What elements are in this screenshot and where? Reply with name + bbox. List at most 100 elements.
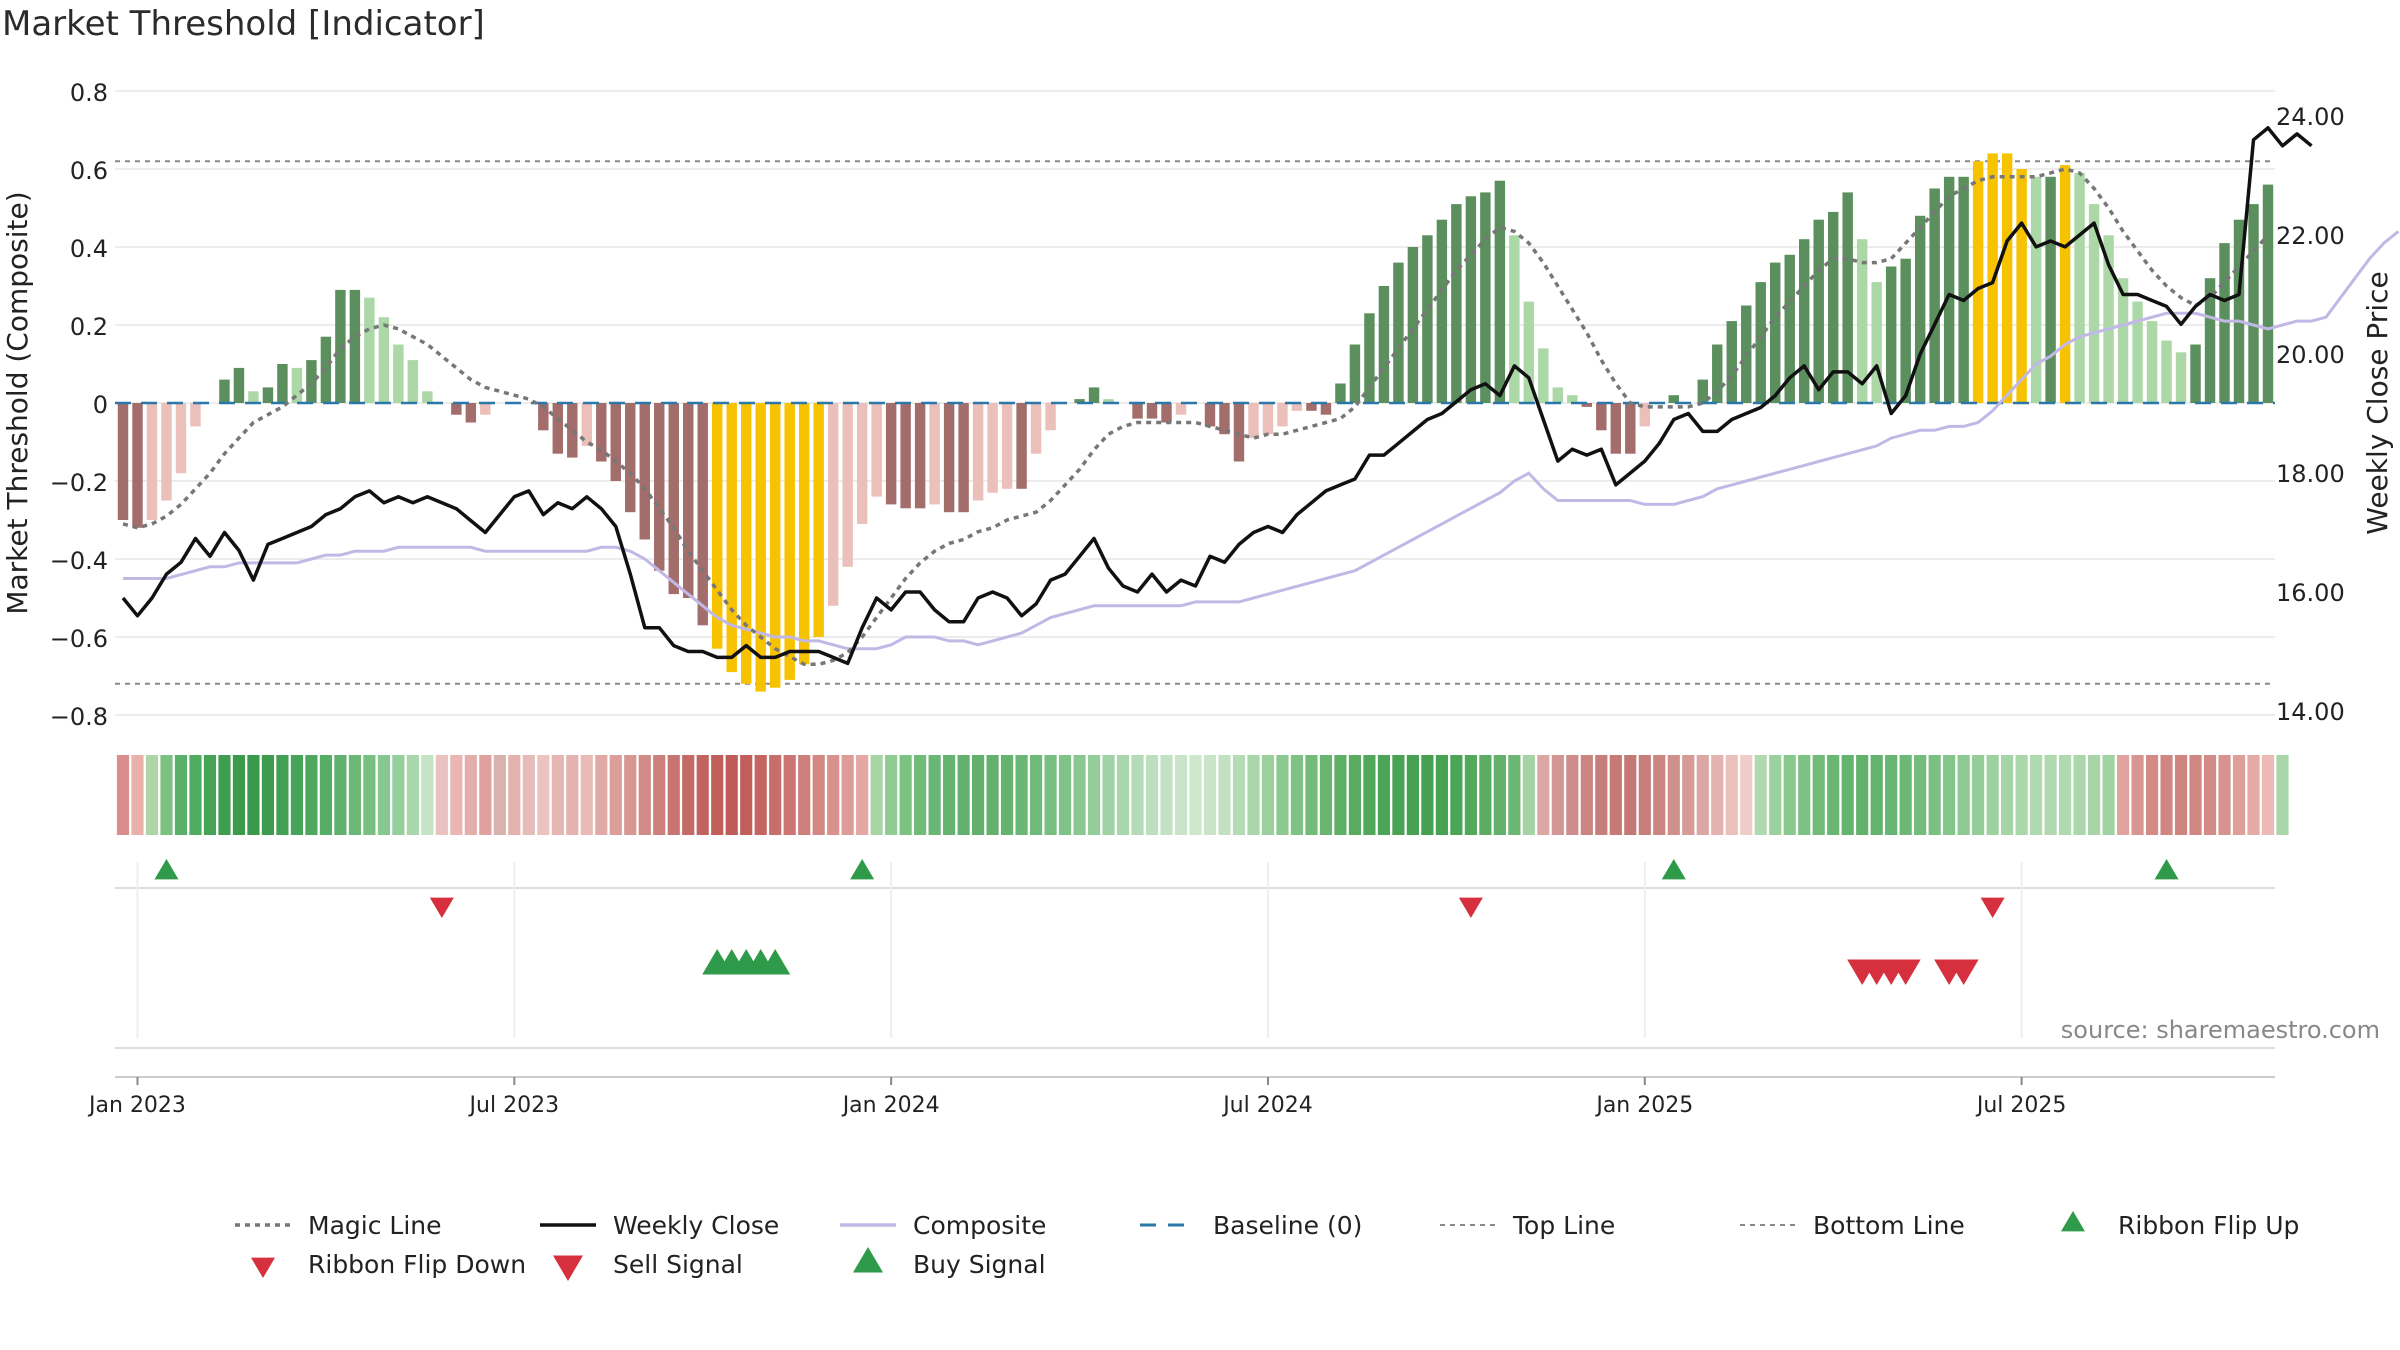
- composite-bar: [1610, 403, 1622, 454]
- composite-bar: [2103, 235, 2114, 403]
- ribbon-cell: [1653, 755, 1666, 835]
- ribbon-cell: [2232, 755, 2246, 835]
- composite-bar: [2248, 204, 2259, 403]
- composite-bar: [1712, 344, 1723, 403]
- ribbon-cell: [1363, 755, 1376, 835]
- legend-swatch: [853, 1247, 883, 1273]
- composite-bar: [2233, 219, 2245, 403]
- ribbon-cell: [319, 755, 332, 835]
- composite-bar: [1277, 403, 1288, 427]
- ribbon-cell: [1261, 755, 1275, 835]
- composite-bar: [2262, 184, 2274, 403]
- ribbon-cell: [406, 755, 419, 835]
- x-tick-label: Jul 2023: [468, 1093, 560, 1118]
- composite-bar: [2161, 340, 2172, 403]
- legend-item: Weekly Close: [540, 1211, 779, 1240]
- ribbon-cell: [1638, 755, 1651, 835]
- ribbon-cell: [1044, 755, 1057, 835]
- legend-label: Top Line: [1512, 1211, 1615, 1240]
- ribbon-cell: [1479, 755, 1492, 835]
- composite-bar: [2132, 301, 2143, 403]
- ribbon-cell: [537, 755, 550, 835]
- composite-bar: [1030, 403, 1042, 454]
- ribbon-cell: [972, 755, 985, 835]
- ribbon-cell: [2189, 755, 2202, 835]
- composite-bar: [856, 403, 868, 524]
- y-tick-label: 0.6: [70, 157, 108, 185]
- y-tick-label: −0.4: [50, 547, 108, 575]
- ribbon-cell: [986, 755, 999, 835]
- ribbon-cell: [334, 755, 347, 835]
- composite-bar: [1972, 161, 1984, 403]
- composite-bar: [190, 403, 201, 427]
- ribbon-cell: [1450, 755, 1463, 835]
- composite-bar: [1596, 403, 1607, 431]
- composite-bar: [1552, 387, 1564, 403]
- composite-bar: [900, 403, 911, 509]
- ribbon-cell: [2261, 755, 2275, 835]
- ribbon-cell: [1029, 755, 1043, 835]
- ribbon-cell: [1812, 755, 1825, 835]
- ribbon-cell: [580, 755, 593, 835]
- ribbon-cell: [1334, 755, 1347, 835]
- legend-label: Buy Signal: [913, 1250, 1046, 1279]
- composite-bar: [1900, 258, 1911, 403]
- composite-bar: [480, 403, 491, 415]
- ribbon-cell: [798, 755, 811, 835]
- ribbon-cell: [1508, 755, 1521, 835]
- ribbon-cell: [2015, 755, 2028, 835]
- y-tick-label: 0.4: [70, 235, 108, 263]
- chart-title: Market Threshold [Indicator]: [2, 4, 485, 44]
- composite-bar: [726, 403, 737, 673]
- composite-bar: [161, 403, 172, 501]
- ribbon-cell: [1319, 755, 1333, 835]
- ribbon-cell: [1841, 755, 1854, 835]
- composite-bar: [1480, 192, 1491, 403]
- composite-bar: [1827, 211, 1839, 403]
- ribbon-cell: [131, 755, 144, 835]
- legend-label: Magic Line: [308, 1211, 442, 1240]
- ribbon-flip-down-marker: [1458, 897, 1483, 918]
- composite-bar: [132, 403, 143, 528]
- y2-tick-label: 14.00: [2276, 698, 2345, 726]
- ribbon-cell: [1943, 755, 1956, 835]
- ribbon-cell: [2044, 755, 2057, 835]
- ribbon-cell: [1493, 755, 1506, 835]
- ribbon-cell: [1421, 755, 1434, 835]
- ribbon-cell: [2174, 755, 2188, 835]
- legend-item: Top Line: [1440, 1211, 1615, 1240]
- composite-bar: [813, 403, 824, 637]
- ribbon-cell: [1218, 755, 1231, 835]
- ribbon-cell: [450, 755, 463, 835]
- composite-bar: [683, 403, 694, 598]
- composite-bar: [697, 403, 708, 626]
- ribbon-cell: [392, 755, 405, 835]
- ribbon-cell: [232, 755, 246, 835]
- ribbon-cell: [1827, 755, 1840, 835]
- ribbon-cell: [1856, 755, 1869, 835]
- composite-bar: [291, 367, 303, 403]
- ribbon-cell: [2030, 755, 2043, 835]
- ribbon-cell: [1609, 755, 1622, 835]
- ribbon-cell: [1160, 755, 1173, 835]
- composite-bar: [393, 344, 404, 403]
- x-tick-label: Jul 2025: [1975, 1093, 2067, 1118]
- legend-label: Baseline (0): [1213, 1211, 1362, 1240]
- composite-bar: [1335, 383, 1346, 403]
- composite-bar: [117, 403, 129, 520]
- composite-bar: [1262, 403, 1274, 435]
- ribbon-cell: [1145, 755, 1159, 835]
- ribbon-cell: [870, 755, 883, 835]
- composite-bar: [1871, 282, 1882, 403]
- composite-bar: [364, 297, 375, 403]
- ribbon-cell: [609, 755, 622, 835]
- composite-bar: [1393, 262, 1404, 403]
- source-label: source: sharemaestro.com: [2061, 1016, 2380, 1044]
- y-tick-label: −0.8: [50, 703, 108, 731]
- composite-bar: [262, 387, 274, 403]
- legend-item: Baseline (0): [1140, 1211, 1362, 1240]
- ribbon-cell: [725, 755, 738, 835]
- ribbon-cell: [1899, 755, 1912, 835]
- ribbon-cell: [218, 755, 231, 835]
- composite-bar: [2074, 172, 2085, 403]
